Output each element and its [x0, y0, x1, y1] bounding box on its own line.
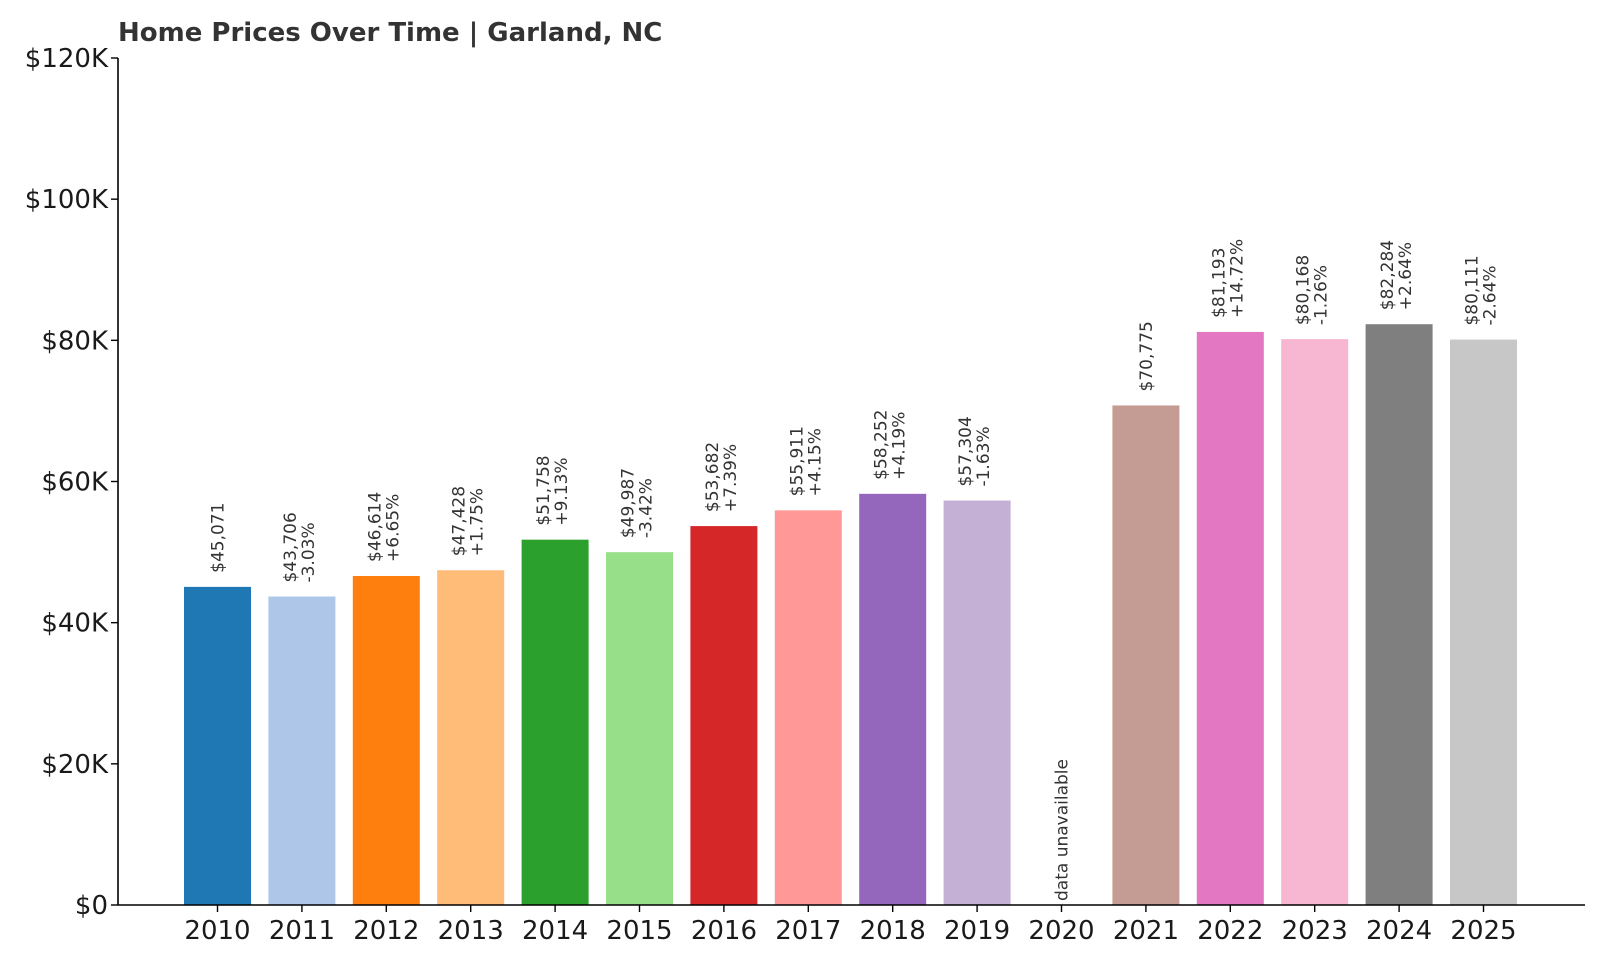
bar-2012	[352, 575, 420, 905]
bar-value-label: $55,911	[787, 426, 807, 496]
bar-value-label: $49,987	[619, 468, 639, 538]
y-tick-label: $40K	[41, 609, 109, 639]
bar-change-label: +4.15%	[805, 428, 825, 496]
bar-change-label: +2.64%	[1396, 242, 1416, 310]
bar-2022	[1196, 331, 1264, 906]
bar-2015	[606, 552, 673, 905]
bar-2014	[521, 539, 589, 905]
x-tick-label: 2014	[522, 916, 588, 946]
y-tick-label: $120K	[25, 44, 109, 74]
y-tick-label: $80K	[41, 326, 109, 356]
bar-change-label: +1.75%	[468, 488, 488, 556]
x-tick-label: 2023	[1282, 916, 1348, 946]
bar-value-label: $82,284	[1378, 240, 1398, 310]
x-tick-label: 2018	[860, 916, 926, 946]
bar-value-label: $46,614	[365, 492, 385, 562]
bar-2024	[1365, 324, 1433, 905]
bar-2023	[1281, 339, 1349, 905]
bar-2017	[774, 510, 842, 905]
bar-labels-layer: $45,071 $43,706-3.03% $46,614+6.65% $47,428…	[209, 239, 1501, 901]
x-tick-label: 2025	[1450, 916, 1516, 946]
x-tick-label: 2013	[438, 916, 504, 946]
x-tick-label: 2024	[1366, 916, 1432, 946]
bar-value-label: $47,428	[450, 486, 470, 556]
x-tick-label: 2011	[269, 916, 335, 946]
x-tick-label: 2017	[775, 916, 841, 946]
bar-change-label: -3.42%	[637, 478, 657, 538]
bar-value-label: $43,706	[281, 512, 301, 582]
bar-2019	[943, 500, 1011, 905]
bar-2010	[184, 586, 251, 905]
bar-value-label: $51,758	[534, 455, 554, 525]
bar-value-label: $80,168	[1294, 255, 1314, 325]
bar-value-label: $70,775	[1137, 321, 1157, 391]
x-tick-label: 2010	[184, 916, 250, 946]
bar-value-label: $57,304	[956, 416, 976, 486]
bar-change-label: -1.26%	[1312, 265, 1332, 325]
x-ticks-layer: 2010 2011 2012 2013 2014 2015 2016 2017 2018 2019…	[184, 905, 1517, 946]
missing-data-label: data unavailable	[1053, 759, 1073, 901]
bar-change-label: +9.13%	[552, 457, 572, 525]
bar-change-label: -2.64%	[1481, 265, 1501, 325]
bar-change-label: -1.63%	[974, 426, 994, 486]
bar-change-label: +7.39%	[721, 444, 741, 512]
chart-title: Home Prices Over Time | Garland, NC	[118, 18, 663, 48]
axes-layer	[117, 58, 1585, 906]
bar-2025	[1450, 339, 1517, 905]
bar-2018	[859, 493, 927, 905]
bar-2021	[1112, 405, 1180, 905]
y-tick-label: $20K	[41, 750, 109, 780]
bar-value-label: $53,682	[703, 442, 723, 512]
bar-change-label: +14.72%	[1227, 239, 1247, 318]
x-tick-label: 2022	[1197, 916, 1263, 946]
bar-value-label: $45,071	[209, 503, 229, 573]
bar-2011	[268, 596, 336, 905]
bar-change-label: +6.65%	[383, 494, 403, 562]
y-tick-label: $100K	[25, 185, 109, 215]
bars-layer	[184, 324, 1517, 906]
x-tick-label: 2020	[1028, 916, 1094, 946]
bar-value-label: $81,193	[1209, 248, 1229, 318]
bar-change-label: +4.19%	[890, 412, 910, 480]
y-ticks-layer: $0 $20K $40K $60K $80K $100K $120K	[25, 44, 118, 921]
x-tick-label: 2016	[691, 916, 757, 946]
bar-value-label: $58,252	[872, 410, 892, 480]
x-tick-label: 2021	[1113, 916, 1179, 946]
bar-value-label: $80,111	[1463, 255, 1483, 325]
bar-2016	[690, 526, 758, 905]
bar-2013	[437, 570, 505, 905]
x-tick-label: 2015	[606, 916, 672, 946]
x-tick-label: 2012	[353, 916, 419, 946]
x-tick-label: 2019	[944, 916, 1010, 946]
y-tick-label: $0	[75, 891, 108, 921]
y-tick-label: $60K	[41, 468, 109, 498]
bar-change-label: -3.03%	[299, 522, 319, 582]
